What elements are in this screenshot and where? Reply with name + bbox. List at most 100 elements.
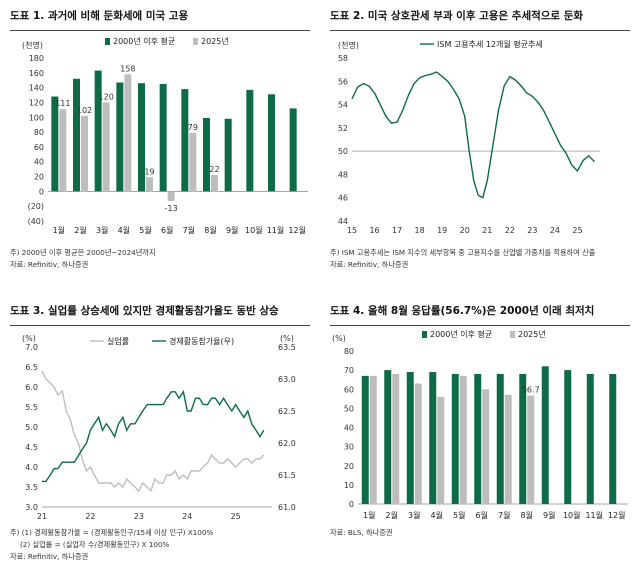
x-category-label: 11월 (585, 510, 603, 520)
bar-average (203, 118, 210, 192)
y-tick-label: 180 (29, 54, 44, 63)
x-tick-label: 21 (482, 226, 492, 235)
bar-average (586, 373, 594, 504)
x-category-label: 10월 (245, 225, 263, 235)
data-label: -13 (165, 204, 178, 213)
y-right-tick-label: 61.0 (278, 503, 296, 512)
panel-1-rule (10, 30, 310, 31)
x-category-label: 5월 (453, 510, 465, 520)
y-tick-label: 60 (34, 143, 44, 152)
bar-average (224, 118, 232, 192)
x-category-label: 6월 (476, 510, 488, 520)
legend-swatch-1 (193, 38, 198, 45)
y-tick-label: 40 (34, 158, 44, 167)
x-tick-label: 21 (37, 512, 47, 521)
panel-2: 도표 2. 미국 상호관세 부과 이후 고용은 추세적으로 둔화 (천명) 44 4… (330, 8, 630, 293)
bar-2025 (167, 191, 175, 201)
x-tick-label: 18 (415, 226, 425, 235)
bar-average (116, 82, 124, 192)
panel-2-rule (330, 30, 630, 31)
y-right-tick-label: 63.5 (278, 343, 296, 352)
x-category-label: 8월 (204, 225, 216, 235)
y-left-tick-label: 6.5 (25, 363, 38, 372)
panel-1: 도표 1. 과거에 비해 둔화세에 미국 고용 (천명) (40) (20) 0 20 4… (10, 8, 310, 293)
y-tick-label: 80 (344, 347, 354, 356)
y-left-tick-label: 7.0 (25, 343, 38, 352)
panel-1-note-1: 주) 2000년 이후 평균은 2000년~2024년까지 (10, 248, 156, 257)
panel-2-title: 도표 2. 미국 상호관세 부과 이후 고용은 추세적으로 둔화 (330, 10, 584, 22)
y-tick-label: 80 (34, 128, 44, 137)
x-tick-label: 16 (369, 226, 379, 235)
y-left-tick-label: 3.5 (25, 483, 38, 492)
y-tick-label: 58 (338, 54, 348, 63)
y-tick-label: 0 (349, 500, 354, 509)
x-category-label: 6월 (161, 225, 173, 235)
y-tick-label: 160 (29, 69, 44, 78)
panel-3: 도표 3. 실업률 상승세에 있지만 경제활동참가율도 동반 상승 (%) (%)… (10, 303, 310, 578)
y-right-tick-label: 63.0 (278, 375, 296, 384)
panel-3-note-2: (2) 실업률 = (실업자 수/경제활동인구) X 100% (20, 540, 170, 549)
bar-average (138, 83, 145, 192)
x-tick-label: 23 (134, 512, 144, 521)
x-category-label: 1월 (363, 510, 375, 520)
y-tick-label: 20 (34, 173, 44, 182)
legend-label-0: 2000년 이후 평균 (430, 329, 492, 339)
data-label: 120 (99, 92, 114, 101)
legend-swatch-0 (105, 38, 110, 45)
x-category-label: 11월 (267, 225, 285, 235)
legend-label-0: 실업률 (107, 336, 129, 346)
bar-2025 (459, 375, 467, 504)
x-category-label: 8월 (521, 510, 533, 520)
y-tick-label: 60 (344, 385, 354, 394)
y-tick-label: (20) (28, 202, 44, 211)
bar-average (429, 372, 437, 504)
panel-4-note-1: 자료: BLS, 하나증권 (330, 528, 393, 537)
data-label: 102 (77, 106, 92, 115)
x-tick-label: 22 (85, 512, 95, 521)
x-category-label: 12월 (608, 510, 626, 520)
y-tick-label: 46 (338, 194, 348, 203)
y-left-tick-label: 5.0 (25, 423, 38, 432)
y-tick-label: 20 (344, 462, 354, 471)
y-tick-label: 140 (29, 84, 44, 93)
series-line-unemployment (41, 370, 265, 493)
x-category-label: 2월 (74, 225, 86, 235)
panel-3-note-3: 자료: Refinitiv, 하나증권 (10, 552, 89, 561)
bar-average (289, 108, 297, 192)
x-tick-label: 25 (231, 512, 241, 521)
bar-average (496, 373, 504, 504)
bar-2025 (437, 396, 445, 504)
chart-1: (천명) (40) (20) 0 20 40 60 80 100 120 140 160 180 1월 2월… (22, 36, 308, 235)
y-tick-label: 44 (338, 217, 348, 226)
bar-average (268, 94, 275, 192)
data-label: 56.7 (522, 386, 540, 395)
data-label: 158 (120, 64, 135, 73)
legend-label-1: 경제활동참가율(우) (169, 336, 234, 346)
x-category-label: 5월 (139, 225, 151, 235)
data-label: 79 (188, 123, 198, 132)
x-tick-label: 23 (527, 226, 537, 235)
bar-2025 (482, 389, 490, 504)
x-category-label: 2월 (386, 510, 398, 520)
y-tick-label: 54 (338, 101, 348, 110)
bar-average (246, 89, 254, 192)
data-label: 111 (55, 99, 70, 108)
panel-1-title: 도표 1. 과거에 비해 둔화세에 미국 고용 (10, 10, 189, 22)
bar-average (451, 373, 459, 504)
panel-1-note-2: 자료: Refinitiv, 하나증권 (10, 260, 89, 269)
x-tick-label: 25 (572, 226, 582, 235)
bar-average (94, 70, 102, 192)
x-category-label: 9월 (543, 510, 555, 520)
y-unit-label: (%) (332, 334, 346, 343)
x-tick-label: 24 (550, 226, 560, 235)
y-tick-label: 52 (338, 124, 348, 133)
bar-average (541, 366, 549, 504)
bar-average (73, 78, 80, 192)
x-tick-label: 19 (437, 226, 447, 235)
y-left-tick-label: 6.0 (25, 383, 38, 392)
bar-2025 (81, 115, 88, 192)
y-tick-label: 50 (338, 147, 348, 156)
y-tick-label: 56 (338, 77, 348, 86)
bar-average (474, 373, 482, 504)
y-tick-label: 48 (338, 170, 348, 179)
